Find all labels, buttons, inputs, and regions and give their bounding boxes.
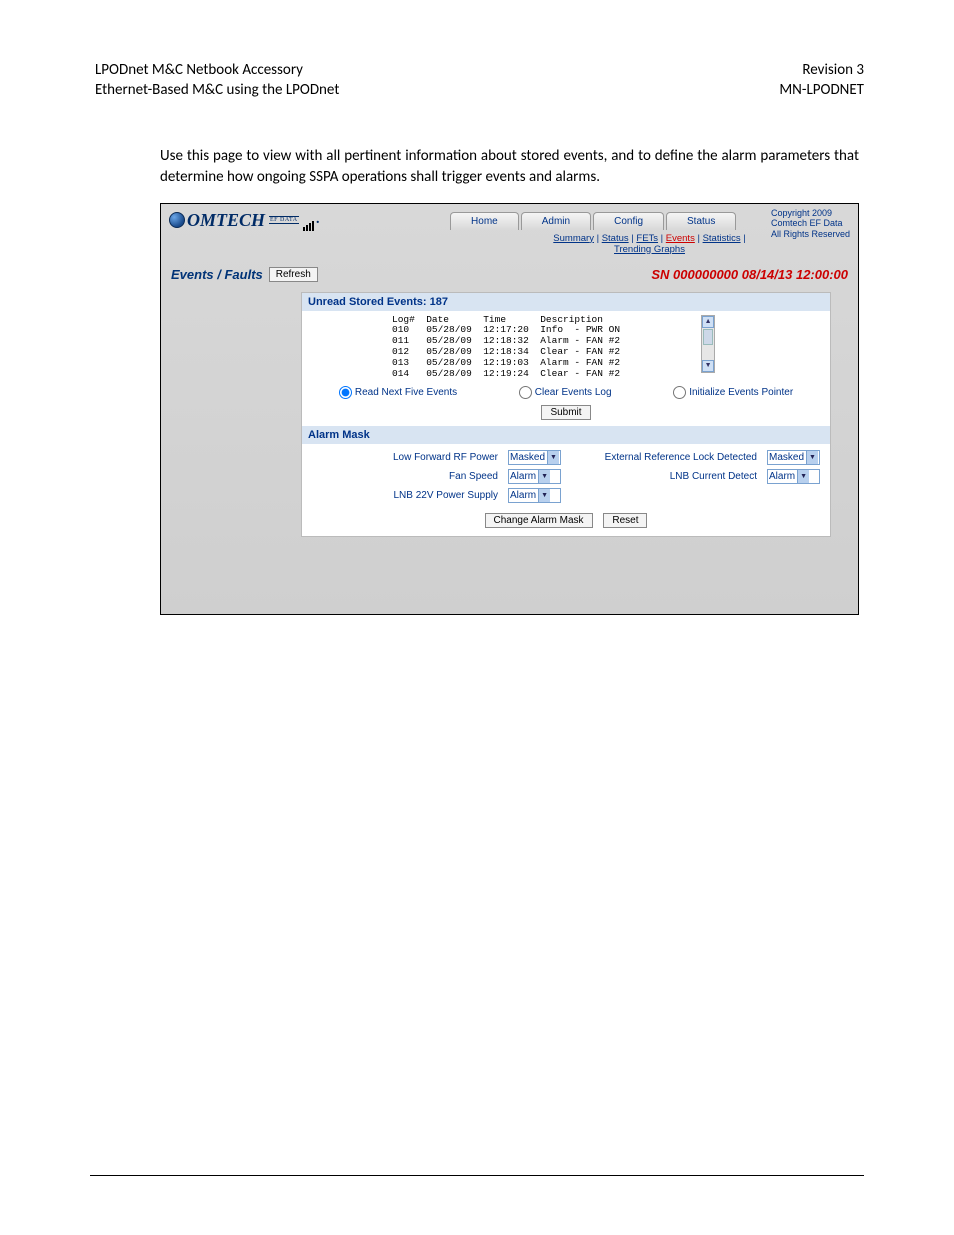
page-footer-rule [90, 1175, 864, 1176]
tab-home[interactable]: Home [450, 212, 519, 230]
chevron-down-icon: ▼ [538, 470, 550, 483]
brand-logo: OMTECH EF DATA . [169, 210, 320, 231]
unread-events-header: Unread Stored Events: 187 [302, 293, 830, 311]
radio-read-next[interactable]: Read Next Five Events [339, 386, 457, 399]
subtab-summary[interactable]: Summary [553, 233, 594, 244]
alarm-mask-header: Alarm Mask [302, 426, 830, 444]
doc-header-right-2: MN-LPODNET [779, 80, 864, 100]
mask-label-lnb-22v: LNB 22V Power Supply [312, 490, 498, 501]
tab-admin[interactable]: Admin [521, 212, 591, 230]
mask-select-ext-ref[interactable]: Masked▼ [767, 450, 820, 465]
logo-text: OMTECH [187, 210, 265, 231]
copyright-line: Comtech EF Data [771, 218, 850, 229]
reset-button[interactable]: Reset [603, 513, 647, 528]
copyright-line: All Rights Reserved [771, 229, 850, 240]
mask-select-fan[interactable]: Alarm▼ [508, 469, 561, 484]
select-value: Alarm [769, 471, 795, 482]
doc-header-left-1: LPODnet M&C Netbook Accessory [95, 60, 339, 80]
subtab-fets[interactable]: FETs [636, 233, 658, 244]
main-tabs: Home Admin Config Status [450, 212, 738, 230]
select-value: Alarm [510, 471, 536, 482]
tab-config[interactable]: Config [593, 212, 664, 230]
mask-label-lnb-current: LNB Current Detect [571, 471, 757, 482]
mask-label-low-fwd: Low Forward RF Power [312, 452, 498, 463]
radio-init-pointer[interactable]: Initialize Events Pointer [673, 386, 793, 399]
subtab-status[interactable]: Status [602, 233, 629, 244]
subtab-events[interactable]: Events [666, 233, 695, 244]
select-value: Masked [769, 452, 804, 463]
embedded-screenshot: OMTECH EF DATA . Home Admin Config Statu… [160, 203, 859, 615]
radio-clear-log[interactable]: Clear Events Log [519, 386, 612, 399]
doc-header-right-1: Revision 3 [779, 60, 864, 80]
globe-icon [169, 212, 185, 228]
mask-label-fan: Fan Speed [312, 471, 498, 482]
subtab-statistics[interactable]: Statistics [703, 233, 741, 244]
submit-button[interactable]: Submit [541, 405, 590, 420]
radio-init-pointer-input[interactable] [673, 386, 686, 399]
event-log-text: Log# Date Time Description 010 05/28/09 … [392, 315, 620, 381]
select-value: Masked [510, 452, 545, 463]
logo-subtext: EF DATA [269, 216, 299, 224]
logo-bars-icon [303, 210, 315, 231]
subtab-trending[interactable]: Trending Graphs [614, 244, 685, 255]
radio-read-next-input[interactable] [339, 386, 352, 399]
mask-label-ext-ref: External Reference Lock Detected [571, 452, 757, 463]
copyright-block: Copyright 2009 Comtech EF Data All Right… [771, 208, 850, 240]
mask-select-low-fwd[interactable]: Masked▼ [508, 450, 561, 465]
radio-label: Read Next Five Events [355, 387, 457, 398]
radio-label: Initialize Events Pointer [689, 387, 793, 398]
doc-header-left-2: Ethernet-Based M&C using the LPODnet [95, 80, 339, 100]
select-value: Alarm [510, 490, 536, 501]
log-scrollbar[interactable]: ▲ ▼ [701, 315, 715, 373]
body-paragraph: Use this page to view with all pertinent… [0, 106, 954, 203]
chevron-down-icon: ▼ [547, 451, 559, 464]
refresh-button[interactable]: Refresh [269, 267, 318, 282]
radio-clear-log-input[interactable] [519, 386, 532, 399]
serial-number-clock: SN 000000000 08/14/13 12:00:00 [651, 267, 848, 282]
copyright-line: Copyright 2009 [771, 208, 850, 219]
scroll-down-icon[interactable]: ▼ [702, 360, 714, 372]
chevron-down-icon: ▼ [538, 489, 550, 502]
change-alarm-mask-button[interactable]: Change Alarm Mask [485, 513, 593, 528]
document-header: LPODnet M&C Netbook Accessory Ethernet-B… [0, 0, 954, 106]
tab-status[interactable]: Status [666, 212, 736, 230]
scroll-thumb[interactable] [703, 329, 713, 345]
chevron-down-icon: ▼ [806, 451, 818, 464]
radio-label: Clear Events Log [535, 387, 612, 398]
mask-select-lnb-current[interactable]: Alarm▼ [767, 469, 820, 484]
scroll-up-icon[interactable]: ▲ [702, 316, 714, 328]
events-panel: Unread Stored Events: 187 Log# Date Time… [301, 292, 831, 538]
chevron-down-icon: ▼ [797, 470, 809, 483]
mask-select-lnb-22v[interactable]: Alarm▼ [508, 488, 561, 503]
page-title: Events / Faults [171, 267, 263, 282]
